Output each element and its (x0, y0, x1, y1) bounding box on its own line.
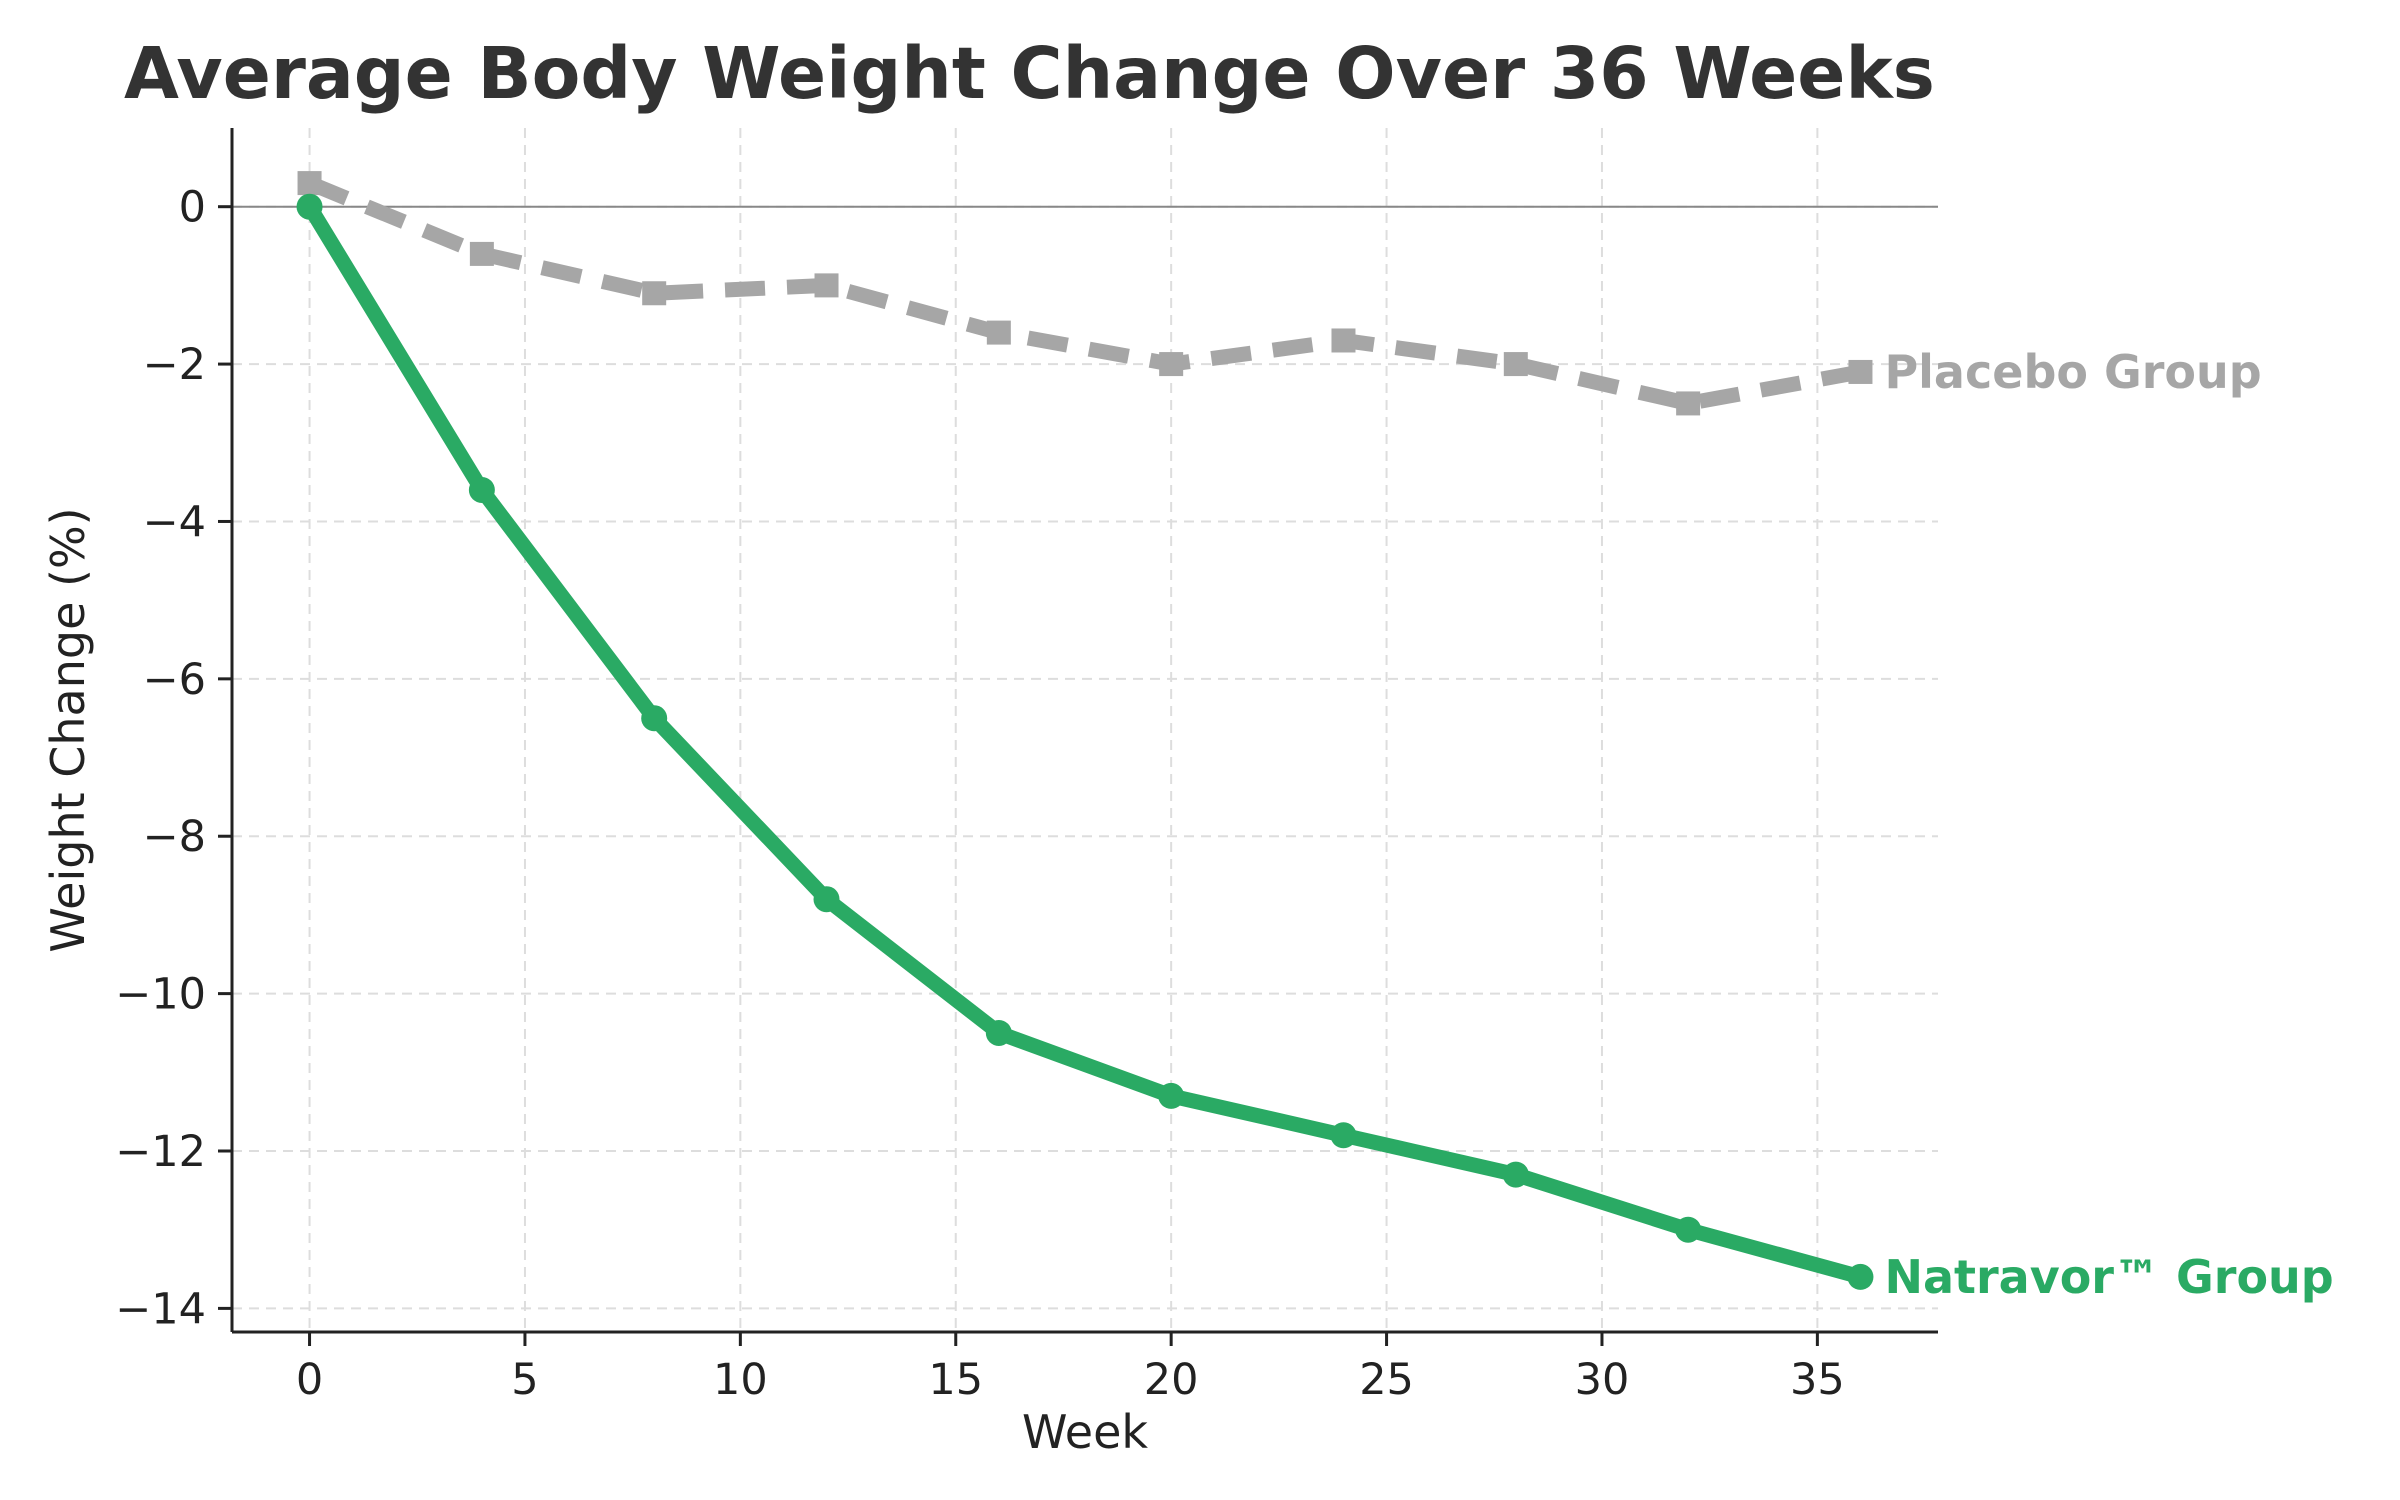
natravor-line (302, 199, 1868, 1285)
y-tick-label: 0 (179, 183, 206, 233)
natravor-marker (1675, 1216, 1702, 1243)
x-tick-label: 25 (1359, 1355, 1414, 1405)
natravor-marker (296, 193, 323, 220)
y-tick-label: −14 (115, 1284, 206, 1334)
natravor-label: Natravor™ Group (1884, 1250, 2333, 1304)
x-tick-label: 10 (713, 1355, 768, 1405)
y-tick-label: −2 (143, 340, 206, 390)
natravor-series (296, 193, 1874, 1290)
axes (230, 128, 1938, 1334)
natravor-marker (1158, 1082, 1185, 1109)
placebo-marker (1676, 391, 1701, 416)
placebo-marker (1503, 352, 1528, 377)
placebo-line (306, 176, 1862, 411)
natravor-marker (468, 476, 495, 503)
placebo-marker (297, 171, 322, 196)
placebo-label: Placebo Group (1884, 345, 2261, 399)
placebo-marker (1331, 328, 1356, 353)
x-tick-label: 0 (296, 1355, 323, 1405)
placebo-marker (814, 273, 839, 298)
chart-title: Average Body Weight Change Over 36 Weeks (124, 32, 1935, 115)
placebo-marker (642, 281, 667, 306)
placebo-marker (1159, 352, 1184, 377)
natravor-marker (1847, 1263, 1874, 1290)
natravor-marker (985, 1019, 1012, 1046)
x-tick-label: 15 (928, 1355, 983, 1405)
y-tick-label: −6 (143, 655, 206, 705)
x-tick-label: 35 (1790, 1355, 1845, 1405)
x-axis-label: Week (1022, 1405, 1148, 1459)
series-group (296, 171, 1874, 1290)
natravor-marker (1330, 1122, 1357, 1149)
ticks: 0 5 10 15 20 25 30 35 0 −2 −4 −6 −8 −10 −12 −14 (115, 183, 1844, 1405)
y-tick-label: −10 (115, 970, 206, 1020)
placebo-marker (1848, 359, 1873, 384)
series-labels: Placebo Group Natravor™ Group (1884, 345, 2333, 1304)
natravor-marker (641, 705, 668, 732)
y-tick-label: −4 (143, 497, 206, 547)
y-tick-label: −8 (143, 812, 206, 862)
placebo-series (297, 171, 1873, 416)
placebo-marker (469, 241, 494, 266)
x-tick-label: 5 (511, 1355, 538, 1405)
x-tick-label: 30 (1575, 1355, 1630, 1405)
natravor-marker (813, 886, 840, 913)
y-axis-label: Weight Change (%) (41, 507, 95, 952)
placebo-marker (986, 320, 1011, 345)
natravor-marker (1502, 1161, 1529, 1188)
y-tick-label: −12 (115, 1127, 206, 1177)
grid (232, 128, 1938, 1332)
x-tick-label: 20 (1144, 1355, 1199, 1405)
